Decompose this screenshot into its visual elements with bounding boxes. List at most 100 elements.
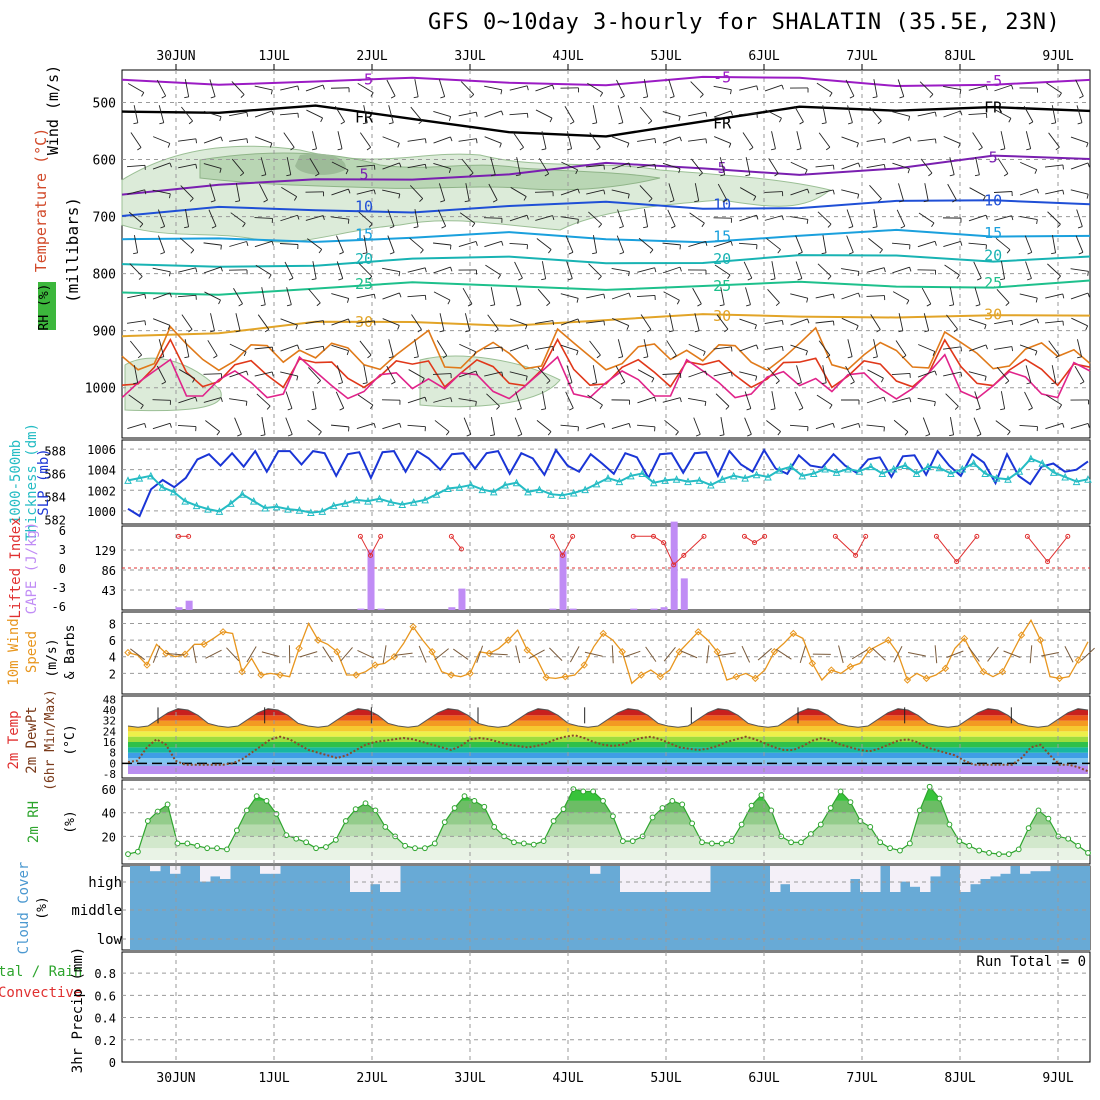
- wind-barb-flag: [599, 404, 603, 409]
- surface-wind-barb: [1029, 645, 1033, 664]
- wind-barb-flag: [475, 401, 477, 406]
- wind-barb-flag: [210, 96, 216, 99]
- temperature-contour-label: 20: [713, 250, 731, 268]
- wind-barb-flag: [490, 174, 496, 177]
- wind-barb: [541, 131, 547, 149]
- wind-barb: [560, 344, 579, 352]
- run-total-label: Run Total = 0: [976, 954, 1086, 970]
- wind-barb: [588, 211, 602, 225]
- wind-barb-flag: [1058, 404, 1063, 409]
- wind-barb-flag: [932, 351, 936, 356]
- wind-barb-flag: [297, 215, 300, 220]
- wind-barb-flag: [388, 356, 394, 359]
- thickness-marker: [901, 461, 909, 470]
- wind-barb-flag: [399, 423, 402, 428]
- rh-marker: [481, 803, 488, 810]
- dewpt-axis-label: 2m DewPt: [24, 706, 40, 773]
- wind-barb-flag: [492, 199, 498, 203]
- wind-speed-marker: [846, 663, 855, 671]
- date-label-top: 5JUL: [650, 49, 681, 64]
- wind-barb: [509, 371, 528, 377]
- wind-barb-flag: [804, 169, 808, 175]
- thickness-marker: [889, 464, 898, 473]
- wind-barb-flag: [219, 116, 222, 122]
- cloud-gap: [930, 866, 941, 877]
- wind-barb: [484, 85, 502, 91]
- wind-barb: [152, 136, 171, 144]
- wind-barb: [870, 314, 881, 330]
- rh-marker: [342, 818, 349, 824]
- temperature-contour-label: 25: [713, 277, 731, 295]
- wind-barb-flag: [219, 168, 222, 173]
- wind-barb-flag: [781, 346, 784, 352]
- wind-barb-flag: [494, 328, 499, 333]
- wind-barb-flag: [730, 346, 733, 352]
- wind-barb: [764, 346, 783, 350]
- lifted-index-marker: [832, 533, 838, 539]
- wind-barb: [745, 287, 751, 305]
- thickness-marker: [284, 504, 292, 513]
- wind-barb-flag: [450, 266, 453, 272]
- wind-barb: [617, 209, 624, 227]
- wind-barb: [688, 398, 706, 402]
- wind-barb: [152, 162, 171, 170]
- temperature-contour-label: 20: [984, 247, 1002, 265]
- wind-barb-flag: [1062, 423, 1065, 428]
- wind-barb: [815, 189, 834, 195]
- wind-barb: [509, 85, 528, 91]
- thickness-marker: [387, 498, 395, 506]
- wind-barb-flag: [668, 330, 674, 333]
- wind-barb: [152, 399, 171, 401]
- temperature-tick-label: 32: [103, 715, 116, 728]
- wind-barb: [514, 261, 523, 279]
- wind-barb: [509, 344, 528, 352]
- wind-barb-flag: [391, 381, 396, 385]
- wind-barb: [305, 345, 324, 351]
- surface-wind-barb: [934, 645, 938, 664]
- wind-barb-flag: [320, 117, 324, 123]
- wind-barb-flag: [754, 324, 757, 330]
- cloud-gap: [380, 866, 391, 892]
- wind-barb: [667, 209, 676, 227]
- lifted-index-marker: [762, 533, 768, 539]
- surface-wind-barb: [1041, 652, 1059, 657]
- rh-marker: [817, 821, 824, 828]
- wind-barb-flag: [397, 143, 400, 148]
- rh-marker: [610, 813, 616, 820]
- thickness-marker: [261, 503, 269, 512]
- wind-barb-flag: [1051, 122, 1056, 125]
- wind-speed-marker: [371, 661, 379, 669]
- wind-barb: [535, 109, 553, 119]
- wind-barb-flag: [311, 278, 317, 281]
- wind-speed-marker: [770, 648, 779, 656]
- wind-barb-flag: [517, 433, 522, 437]
- lifted-index-marker: [1065, 533, 1071, 539]
- wind-barb: [1071, 317, 1088, 327]
- wind-barb: [152, 189, 171, 195]
- wind-barb: [261, 287, 266, 305]
- surface-wind-barb: [528, 649, 545, 660]
- wind-barb: [713, 240, 732, 248]
- wind-barb: [1051, 105, 1057, 123]
- wind-barb: [972, 132, 983, 148]
- pressure-tick-label: 1000: [85, 382, 116, 397]
- wind-barb-flag: [855, 325, 859, 330]
- wind-barb-flag: [832, 320, 835, 326]
- wind-barb: [229, 343, 247, 353]
- surface-wind-barb: [706, 645, 710, 664]
- wind-barb: [484, 110, 502, 118]
- wind-barb-flag: [592, 252, 597, 255]
- wind-barb-flag: [1051, 252, 1056, 255]
- wind-barb-flag: [1087, 423, 1090, 428]
- wind-barb: [560, 424, 579, 428]
- wind-barb-flag: [1003, 173, 1009, 177]
- temperature-contour-label: -5: [984, 72, 1002, 90]
- wind-barb: [537, 367, 551, 381]
- wind-barb-flag: [1036, 188, 1039, 194]
- wind-barb: [742, 132, 754, 148]
- wind-barb: [1046, 82, 1062, 94]
- wind-barb-flag: [770, 148, 776, 151]
- wind-barb: [407, 294, 426, 298]
- wind-barb: [918, 212, 935, 224]
- wind-barb-flag: [424, 267, 427, 273]
